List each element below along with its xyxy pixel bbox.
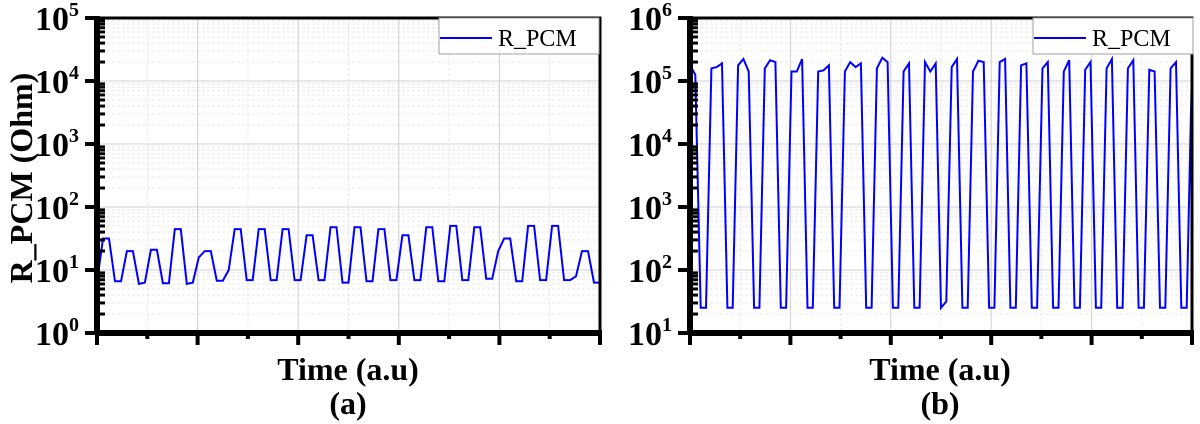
y-tick-labels-b: 101 102 103 104 105 106 — [628, 0, 672, 353]
legend-b: R_PCM — [1032, 17, 1194, 55]
y-tick-label: 101 — [35, 251, 79, 290]
legend-label-b: R_PCM — [1092, 26, 1171, 52]
chart-panel-a: 100 101 102 103 104 105 R_PCM R_PCM (Ohm) Tim… — [3, 0, 602, 421]
grid-a — [97, 17, 600, 334]
legend-box-a — [438, 17, 600, 55]
y-tick-labels-a: 100 101 102 103 104 105 — [35, 0, 79, 353]
x-axis-title-b: Time (a.u) — [869, 351, 1011, 387]
panel-label-b: (b) — [920, 385, 959, 421]
y-tick-label: 106 — [628, 0, 672, 38]
legend-a: R_PCM — [438, 17, 600, 55]
y-tick-label: 102 — [35, 188, 79, 227]
y-tick-label: 103 — [628, 188, 672, 227]
y-tick-label: 102 — [628, 251, 672, 290]
data-line-a — [96, 224, 600, 286]
legend-label-a: R_PCM — [498, 26, 577, 52]
legend-box-b — [1032, 17, 1194, 55]
panel-label-a: (a) — [329, 385, 366, 421]
y-axis-title-a: R_PCM (Ohm) — [3, 73, 39, 284]
y-tick-label: 101 — [628, 314, 672, 353]
y-tick-label: 104 — [628, 125, 672, 164]
y-tick-label: 100 — [35, 314, 79, 353]
y-tick-label: 105 — [35, 0, 79, 38]
y-tick-label: 103 — [35, 125, 79, 164]
chart-panel-b: 101 102 103 104 105 106 R_PCM Time (a.u) (b) — [628, 0, 1194, 421]
data-line-b — [689, 55, 1193, 311]
x-axis-title-a: Time (a.u) — [277, 351, 419, 387]
y-tick-label: 104 — [35, 62, 79, 101]
axes-a — [85, 16, 602, 345]
axes-b — [678, 16, 1194, 345]
y-tick-label: 105 — [628, 62, 672, 101]
